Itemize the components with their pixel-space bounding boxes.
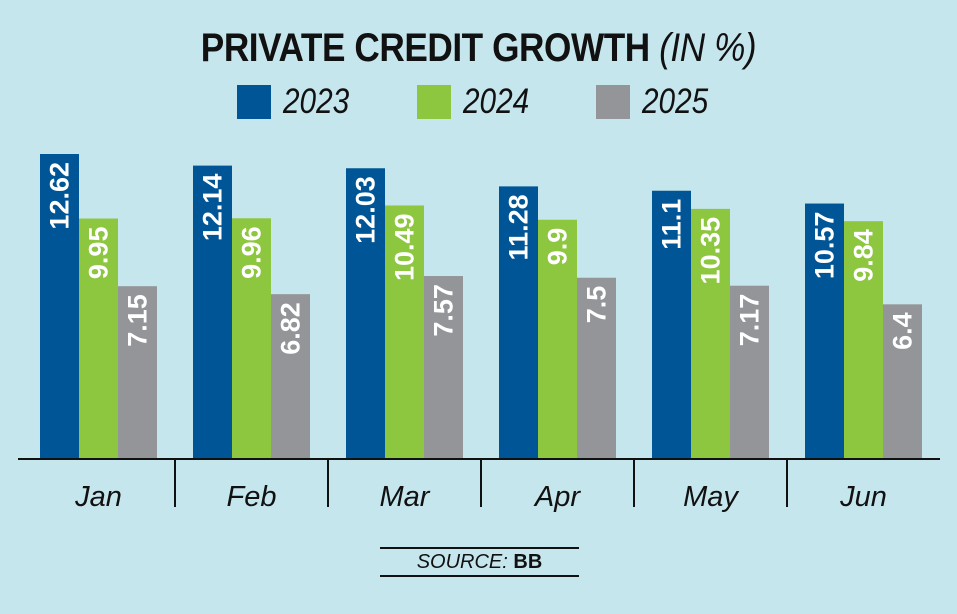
chart-title-main: PRIVATE CREDIT GROWTH — [200, 26, 650, 70]
legend-label-2023: 2023 — [282, 82, 349, 121]
x-tick-label-feb: Feb — [227, 481, 277, 513]
data-label-jun-2024: 9.84 — [849, 229, 879, 282]
legend-item-2024: 2024 — [416, 82, 541, 122]
legend-swatch-2024 — [416, 85, 451, 119]
chart-title-unit: (IN %) — [659, 26, 757, 70]
legend-swatch-2023 — [236, 85, 271, 119]
bar-mar-2025 — [424, 276, 463, 459]
data-label-jun-2023: 10.57 — [810, 212, 840, 280]
data-label-jan-2025: 7.15 — [123, 294, 153, 347]
data-label-mar-2024: 10.49 — [390, 213, 420, 281]
x-tick-label-may: May — [683, 481, 739, 513]
data-label-apr-2025: 7.5 — [582, 286, 612, 324]
legend-item-2023: 2023 — [236, 82, 361, 122]
data-label-feb-2023: 12.14 — [198, 174, 228, 242]
x-tick-label-jan: Jan — [74, 481, 122, 513]
legend-label-2025: 2025 — [642, 82, 709, 121]
source-label: SOURCE: — [416, 551, 508, 573]
data-label-feb-2024: 9.96 — [237, 226, 267, 279]
x-tick-label-mar: Mar — [380, 481, 431, 513]
bar-may-2024 — [691, 208, 730, 459]
legend-swatch-2025 — [596, 85, 631, 119]
data-label-may-2025: 7.17 — [735, 294, 765, 347]
bar-jun-2025 — [883, 304, 922, 459]
bar-feb-2023 — [193, 165, 232, 459]
source-value: BB — [513, 551, 543, 573]
bar-jan-2023 — [40, 154, 79, 459]
data-label-apr-2024: 9.9 — [543, 228, 573, 266]
bar-mar-2023 — [346, 168, 385, 460]
bar-feb-2025 — [271, 294, 310, 459]
data-label-apr-2023: 11.28 — [504, 194, 534, 260]
bar-jan-2024 — [79, 218, 118, 459]
bar-apr-2024 — [538, 219, 577, 459]
bar-apr-2023 — [499, 186, 538, 459]
data-label-may-2023: 11.1 — [657, 199, 687, 250]
data-label-mar-2025: 7.57 — [429, 284, 459, 337]
x-tick-label-jun: Jun — [839, 481, 887, 513]
x-tick-label-apr: Apr — [533, 481, 581, 513]
bar-jun-2023 — [805, 203, 844, 459]
data-label-jan-2023: 12.62 — [45, 162, 75, 230]
bar-may-2023 — [652, 190, 691, 459]
bar-mar-2024 — [385, 205, 424, 459]
data-label-jan-2024: 9.95 — [84, 227, 114, 280]
bar-apr-2025 — [577, 277, 616, 459]
source-note: SOURCE: BB — [380, 547, 579, 577]
data-label-may-2024: 10.35 — [696, 217, 726, 285]
bar-feb-2024 — [232, 218, 271, 459]
data-label-mar-2023: 12.03 — [351, 176, 381, 244]
bar-may-2025 — [730, 285, 769, 459]
bar-jun-2024 — [844, 221, 883, 459]
legend-item-2025: 2025 — [596, 82, 720, 122]
data-label-jun-2025: 6.4 — [888, 312, 918, 350]
legend-label-2024: 2024 — [462, 82, 529, 121]
bar-jan-2025 — [118, 286, 157, 459]
data-label-feb-2025: 6.82 — [276, 302, 306, 355]
legend: 2023 2024 2025 — [0, 82, 957, 122]
chart-title: PRIVATE CREDIT GROWTH (IN %) — [57, 26, 899, 71]
